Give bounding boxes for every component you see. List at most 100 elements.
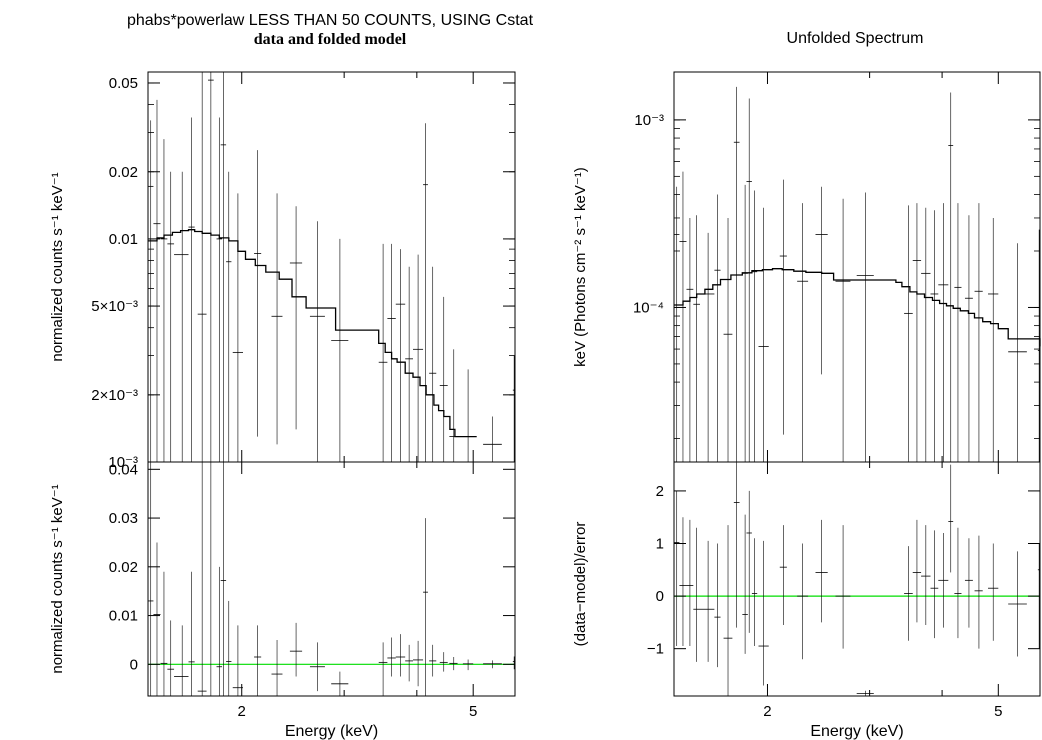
left-bottom-data-point <box>423 518 428 696</box>
left-top-ytick-label: 0.05 <box>109 75 138 92</box>
left-top-data-point <box>271 193 283 445</box>
right-bottom-data-point <box>856 690 874 696</box>
left-bottom-data-point <box>254 625 262 696</box>
right-top-data-point <box>674 186 680 462</box>
right-top-data-point <box>954 203 962 462</box>
left-top-ytick-label: 5×10⁻³ <box>91 298 138 315</box>
left-top-data-point <box>188 117 195 462</box>
left-top-model-line <box>148 229 477 438</box>
left-top-data-point <box>378 243 388 462</box>
left-bottom-data-point <box>439 652 448 672</box>
left-bottom-data-point <box>216 566 223 696</box>
right-top-data-point <box>974 203 983 462</box>
left-top-data-point <box>197 72 207 462</box>
right-bottom-data-point <box>815 519 828 623</box>
right-bottom-xlabel: Energy (keV) <box>810 723 903 740</box>
right-top-data-point <box>751 190 758 462</box>
left-bottom-data-point <box>174 625 189 696</box>
left-top-data-point <box>449 349 458 462</box>
left-bottom-ytick-label: 0.01 <box>109 608 138 625</box>
left-top-ytick-label: 0.01 <box>109 231 138 248</box>
left-top-data-point <box>220 72 227 462</box>
left-top-data-point <box>413 254 424 462</box>
left-top-data-point <box>153 99 161 462</box>
right-bottom-data-point <box>714 543 721 668</box>
right-bottom-data-point <box>758 540 769 686</box>
left-top-data-point <box>289 206 303 430</box>
right-top-data-point <box>686 217 694 462</box>
right-bottom-data-point <box>699 540 715 662</box>
right-bottom-data-point <box>954 527 962 639</box>
right-bottom-data-point <box>797 543 809 660</box>
left-bottom-xtick-label: 5 <box>469 703 477 720</box>
right-top-data-point <box>921 207 931 462</box>
right-bottom-data-point <box>751 538 758 647</box>
left-top-data-point <box>429 266 437 462</box>
left-bottom-data-point <box>188 571 195 696</box>
left-bottom-xtick-label: 2 <box>238 703 246 720</box>
left-top-data-point <box>160 139 168 462</box>
left-top-panel: 0.05 0.02 0.01 5×10⁻³ 2×10⁻³ 10⁻³ normalized c… <box>49 71 516 471</box>
left-top-data-point <box>174 171 189 462</box>
right-bottom-frame <box>673 461 1041 697</box>
right-top-data-point <box>779 179 787 435</box>
left-bottom-data-point <box>167 620 175 696</box>
right-bottom-ytick-label: 0 <box>656 588 664 605</box>
right-bottom-data-point <box>921 525 931 626</box>
right-top-data-point <box>746 98 752 462</box>
right-top-data-point <box>699 232 715 462</box>
left-bottom-data-point <box>220 462 227 696</box>
right-top-data-point <box>1008 243 1027 462</box>
left-bottom-ytick-label: 0 <box>130 656 138 673</box>
left-bottom-ytick-label: 0.04 <box>109 461 138 478</box>
left-bottom-data-point <box>289 622 303 677</box>
right-title: Unfolded Spectrum <box>786 30 924 47</box>
right-bottom-data-point <box>742 514 748 654</box>
right-top-data-point <box>930 210 939 462</box>
left-top-data-point <box>216 117 223 462</box>
left-bottom-data-point <box>160 571 168 696</box>
left-top-data-point <box>226 171 232 462</box>
right-bottom-data-point <box>904 546 913 641</box>
right-bottom-data-point <box>723 525 733 696</box>
left-top-data-point <box>395 249 406 462</box>
right-top-ytick-label: 10⁻³ <box>634 112 664 129</box>
right-top-model-line <box>674 268 1041 347</box>
left-bottom-data-point <box>309 642 325 692</box>
right-bottom-data-point <box>835 525 851 649</box>
left-bottom-data-point <box>226 600 232 696</box>
left-bottom-frame <box>147 461 516 697</box>
left-bottom-data-point <box>449 657 458 671</box>
right-bottom-panel: 2 1 0 −1 2 5 (data−model)/error Energy (keV) <box>572 461 1041 740</box>
right-bottom-data-point <box>964 538 973 628</box>
right-bottom-ytick-label: 2 <box>656 483 664 500</box>
right-bottom-data-point <box>1008 551 1027 657</box>
right-top-data-point <box>948 92 954 462</box>
right-bottom-data-point <box>988 543 999 641</box>
left-bottom-data-point <box>413 640 424 687</box>
left-subtitle: data and folded model <box>253 31 407 48</box>
right-bottom-ylabel: (data−model)/error <box>572 522 589 647</box>
right-top-data-point <box>912 203 922 462</box>
left-top-data-point <box>483 416 502 462</box>
left-bottom-data-point <box>483 660 502 669</box>
left-bottom-data-point <box>462 659 474 671</box>
left-top-data-point <box>405 266 414 462</box>
right-bottom-data-point <box>686 519 694 647</box>
right-bottom-data-point <box>974 535 983 649</box>
left-bottom-data-point <box>208 461 214 696</box>
right-bottom-data-point <box>930 530 939 639</box>
right-top-panel: 10⁻³ 10⁻⁴ keV (Photons cm⁻² s⁻¹ keV⁻¹) <box>572 71 1041 463</box>
left-top-data-point <box>148 120 154 462</box>
right-top-data-point <box>904 205 913 462</box>
left-bottom-data-point <box>197 462 207 696</box>
right-top-data-point <box>938 203 949 462</box>
right-bottom-data-point <box>693 527 700 662</box>
left-top-data-point <box>309 221 325 462</box>
left-bottom-ylabel: normalized counts s⁻¹ keV⁻¹ <box>49 484 66 673</box>
left-top-data-point <box>331 238 349 462</box>
left-bottom-ytick-label: 0.02 <box>109 559 138 576</box>
left-top-ytick-label: 10⁻³ <box>108 454 138 471</box>
right-top-data-point <box>815 186 828 375</box>
